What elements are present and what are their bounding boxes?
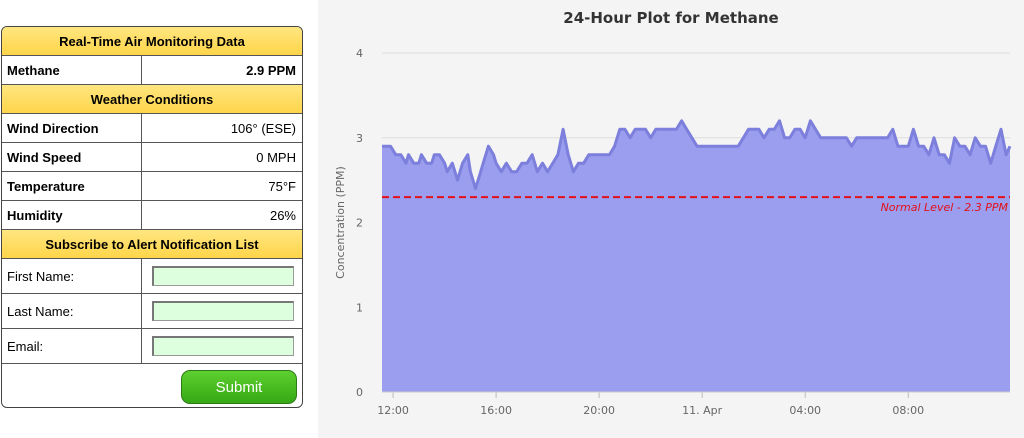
first-name-label: First Name: <box>2 259 142 293</box>
email-cell <box>142 329 302 363</box>
wind-speed-value: 0 MPH <box>256 149 296 165</box>
email-input[interactable] <box>152 336 294 356</box>
x-tick-label: 04:00 <box>789 404 821 417</box>
y-axis-label: Concentration (PPM) <box>334 166 347 279</box>
gas-value: 2.9 PPM <box>246 62 296 78</box>
temperature-row: Temperature 75°F <box>2 172 302 201</box>
x-tick-label: 20:00 <box>583 404 615 417</box>
temperature-label: Temperature <box>2 172 142 200</box>
chart-container: 24-Hour Plot for Methane 0 1 2 3 4 12:00 16:0… <box>318 0 1024 438</box>
wind-direction-row: Wind Direction 106° (ESE) <box>2 114 302 143</box>
chart-title: 24-Hour Plot for Methane <box>563 9 779 27</box>
methane-chart: 0 1 2 3 4 12:00 16:00 20:00 11. Apr 04:00 08:00 N… <box>334 47 1012 417</box>
y-tick-label: 4 <box>356 47 363 60</box>
first-name-cell <box>142 259 302 293</box>
humidity-label: Humidity <box>2 201 142 229</box>
gas-label: Methane <box>2 56 142 84</box>
submit-wrap: Submit <box>2 364 302 404</box>
humidity-value: 26% <box>269 207 296 223</box>
x-tick-label: 08:00 <box>892 404 924 417</box>
temperature-value: 75°F <box>268 178 296 194</box>
wind-direction-label: Wind Direction <box>2 114 142 142</box>
monitor-header: Real-Time Air Monitoring Data <box>2 27 302 56</box>
y-tick-label: 3 <box>356 132 363 145</box>
y-tick-label: 2 <box>356 217 363 230</box>
wind-speed-label: Wind Speed <box>2 143 142 171</box>
x-tick-label: 16:00 <box>480 404 512 417</box>
concentration-area <box>382 120 1010 393</box>
weather-header: Weather Conditions <box>2 85 302 114</box>
last-name-cell <box>142 294 302 328</box>
gas-row: Methane 2.9 PPM <box>2 56 302 85</box>
submit-button[interactable]: Submit <box>181 370 297 404</box>
y-tick-label: 0 <box>356 386 363 399</box>
concentration-line <box>382 119 1012 191</box>
email-row: Email: <box>2 329 302 364</box>
last-name-input[interactable] <box>152 301 294 321</box>
last-name-label: Last Name: <box>2 294 142 328</box>
email-label: Email: <box>2 329 142 363</box>
last-name-row: Last Name: <box>2 294 302 329</box>
humidity-row: Humidity 26% <box>2 201 302 230</box>
first-name-row: First Name: <box>2 259 302 294</box>
x-tick-label: 11. Apr <box>682 404 722 417</box>
first-name-input[interactable] <box>152 266 294 286</box>
wind-direction-value: 106° (ESE) <box>230 120 296 136</box>
wind-speed-row: Wind Speed 0 MPH <box>2 143 302 172</box>
y-tick-label: 1 <box>356 301 363 314</box>
threshold-label: Normal Level - 2.3 PPM <box>881 201 1009 214</box>
subscribe-header: Subscribe to Alert Notification List <box>2 230 302 259</box>
air-monitoring-panel: Real-Time Air Monitoring Data Methane 2.… <box>1 26 303 408</box>
x-tick-label: 12:00 <box>377 404 409 417</box>
